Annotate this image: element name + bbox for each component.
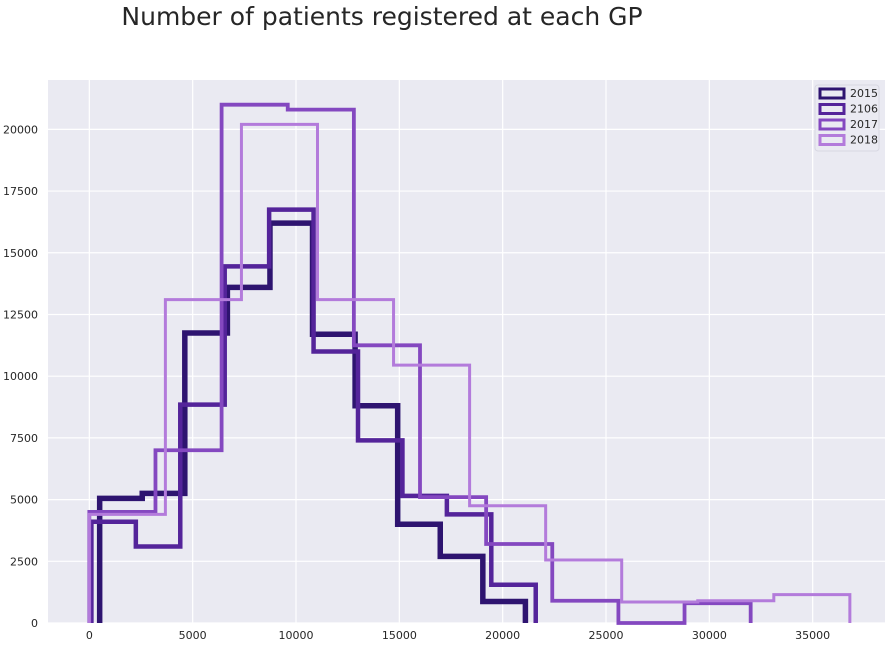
- legend-label-2018: 2018: [850, 134, 878, 147]
- y-tick-label: 7500: [10, 432, 38, 445]
- x-tick-label: 25000: [589, 629, 624, 642]
- legend-swatch-2015: [818, 87, 846, 100]
- x-tick-label: 30000: [692, 629, 727, 642]
- series-2106-step: [89, 207, 538, 623]
- legend-swatch-2018: [818, 134, 846, 146]
- x-tick-label: 20000: [485, 629, 520, 642]
- x-tick-label: 5000: [179, 629, 207, 642]
- y-tick-label: 5000: [10, 494, 38, 507]
- series-group: [87, 102, 852, 625]
- legend-label-2106: 2106: [850, 103, 878, 116]
- plot-area: [48, 80, 885, 623]
- y-tick-label: 2500: [10, 555, 38, 568]
- series-2018-step: [87, 122, 852, 623]
- x-tick-label: 15000: [382, 629, 417, 642]
- x-tick-label: 35000: [795, 629, 830, 642]
- y-tick-label: 12500: [3, 308, 38, 321]
- legend-swatch-2017: [818, 118, 846, 131]
- x-tick-label: 10000: [279, 629, 314, 642]
- y-tick-label: 0: [31, 617, 38, 630]
- legend-swatch-2106: [818, 103, 846, 115]
- legend-label-2015: 2015: [850, 87, 878, 100]
- series-2017-step: [87, 102, 753, 625]
- y-tick-label: 15000: [3, 247, 38, 260]
- y-tick-label: 10000: [3, 370, 38, 383]
- legend: 2015 2106 2017 2018: [814, 84, 880, 152]
- y-tick-label: 20000: [3, 123, 38, 136]
- grid-lines: [48, 80, 885, 624]
- x-tick-label: 0: [86, 629, 93, 642]
- tick-labels: 0 5000 10000 15000 20000 25000 30000 35000 0 2500…: [3, 123, 830, 642]
- chart-title: Number of patients registered at each GP: [121, 2, 642, 31]
- y-tick-label: 17500: [3, 185, 38, 198]
- legend-label-2017: 2017: [850, 118, 878, 131]
